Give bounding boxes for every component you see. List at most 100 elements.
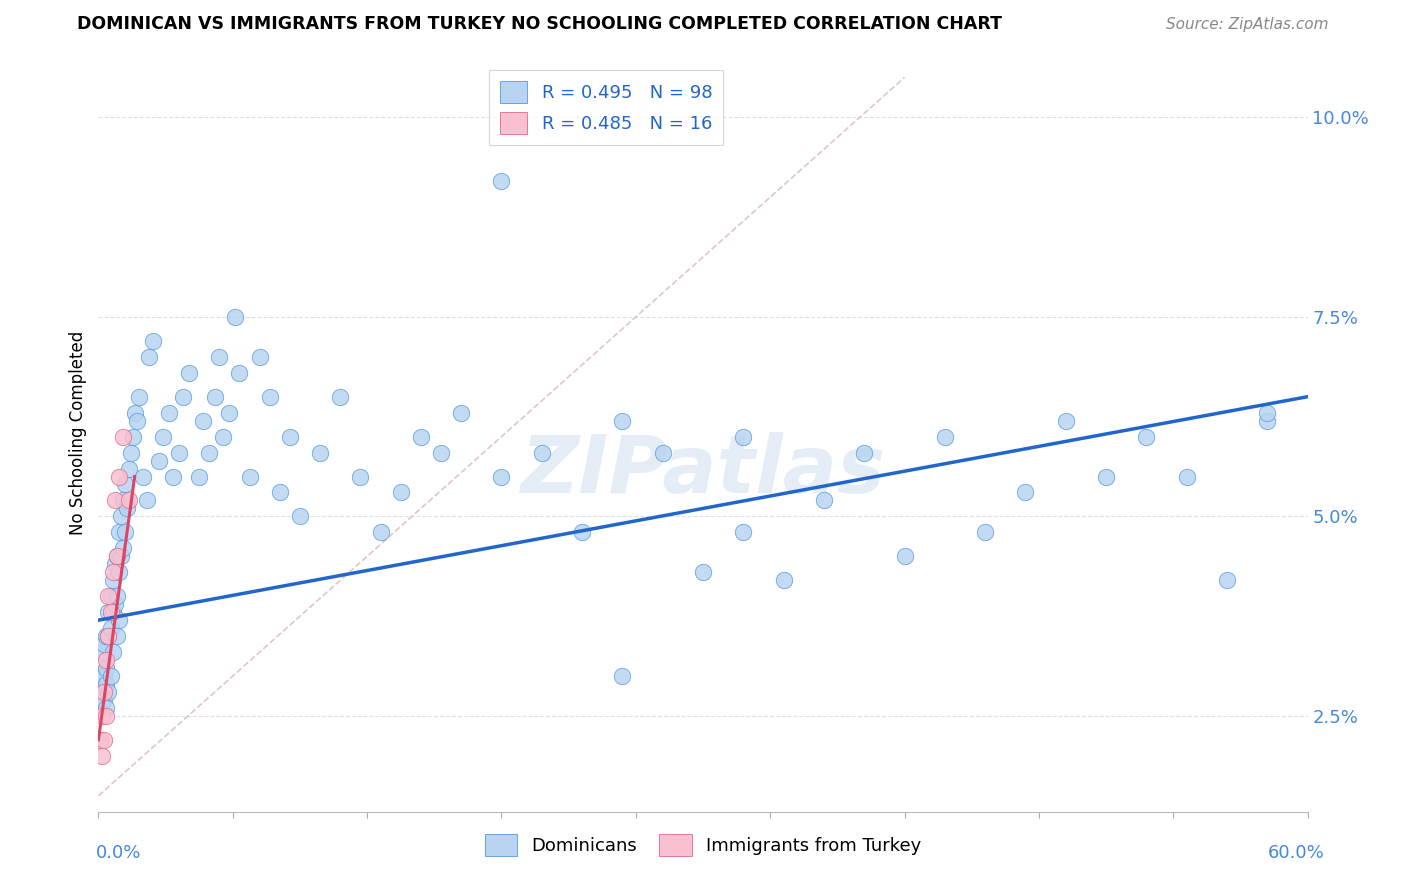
Point: [571, 525, 593, 540]
Point: [111, 493, 134, 508]
Point: [89, 732, 111, 747]
Point: [107, 566, 129, 580]
Point: [152, 429, 174, 443]
Point: [349, 469, 371, 483]
Point: [96, 653, 118, 667]
Point: [389, 485, 412, 500]
Point: [120, 445, 142, 459]
Point: [157, 406, 180, 420]
Point: [1095, 469, 1118, 483]
Point: [204, 390, 226, 404]
Point: [97, 605, 120, 619]
Point: [93, 669, 115, 683]
Point: [1175, 469, 1198, 483]
Point: [100, 621, 122, 635]
Point: [105, 549, 128, 564]
Point: [101, 605, 124, 619]
Legend: R = 0.495   N = 98, R = 0.485   N = 16: R = 0.495 N = 98, R = 0.485 N = 16: [489, 70, 723, 145]
Point: [309, 445, 332, 459]
Point: [934, 429, 956, 443]
Point: [491, 174, 513, 188]
Point: [142, 334, 165, 348]
Point: [269, 485, 291, 500]
Point: [813, 493, 835, 508]
Point: [612, 669, 634, 683]
Point: [96, 661, 118, 675]
Point: [772, 574, 794, 588]
Point: [107, 469, 129, 483]
Point: [114, 525, 136, 540]
Point: [692, 566, 714, 580]
Point: [430, 445, 453, 459]
Point: [105, 629, 128, 643]
Point: [278, 429, 301, 443]
Point: [167, 445, 190, 459]
Point: [110, 549, 132, 564]
Point: [733, 525, 755, 540]
Point: [288, 509, 311, 524]
Point: [100, 589, 122, 603]
Point: [96, 709, 118, 723]
Point: [208, 350, 231, 364]
Point: [193, 414, 215, 428]
Point: [162, 469, 184, 483]
Point: [110, 509, 132, 524]
Text: 0.0%: 0.0%: [96, 844, 141, 862]
Point: [1054, 414, 1077, 428]
Point: [124, 406, 146, 420]
Point: [612, 414, 634, 428]
Point: [239, 469, 262, 483]
Point: [97, 685, 120, 699]
Point: [103, 558, 125, 572]
Point: [491, 469, 513, 483]
Point: [101, 645, 124, 659]
Y-axis label: No Schooling Completed: No Schooling Completed: [69, 331, 87, 534]
Point: [103, 597, 125, 611]
Point: [1256, 414, 1278, 428]
Point: [100, 669, 122, 683]
Point: [93, 637, 115, 651]
Point: [1014, 485, 1036, 500]
Point: [224, 310, 246, 324]
Point: [97, 629, 120, 643]
Point: [107, 613, 129, 627]
Point: [114, 477, 136, 491]
Point: [100, 605, 122, 619]
Point: [450, 406, 472, 420]
Point: [97, 589, 120, 603]
Point: [96, 629, 118, 643]
Point: [91, 748, 114, 763]
Point: [107, 525, 129, 540]
Point: [96, 701, 118, 715]
Point: [91, 645, 114, 659]
Point: [125, 414, 148, 428]
Point: [135, 493, 157, 508]
Text: 60.0%: 60.0%: [1268, 844, 1324, 862]
Point: [111, 541, 134, 556]
Point: [128, 390, 150, 404]
Legend: Dominicans, Immigrants from Turkey: Dominicans, Immigrants from Turkey: [478, 827, 928, 863]
Point: [249, 350, 271, 364]
Point: [96, 677, 118, 691]
Point: [218, 406, 240, 420]
Point: [228, 366, 250, 380]
Point: [121, 429, 143, 443]
Point: [329, 390, 352, 404]
Point: [651, 445, 673, 459]
Point: [530, 445, 553, 459]
Point: [103, 493, 125, 508]
Point: [91, 709, 114, 723]
Text: DOMINICAN VS IMMIGRANTS FROM TURKEY NO SCHOOLING COMPLETED CORRELATION CHART: DOMINICAN VS IMMIGRANTS FROM TURKEY NO S…: [77, 15, 1002, 33]
Point: [93, 693, 115, 707]
Point: [93, 732, 115, 747]
Point: [853, 445, 876, 459]
Point: [118, 461, 141, 475]
Point: [974, 525, 997, 540]
Point: [105, 589, 128, 603]
Point: [198, 445, 221, 459]
Point: [138, 350, 160, 364]
Point: [893, 549, 915, 564]
Point: [188, 469, 211, 483]
Point: [148, 453, 170, 467]
Point: [1216, 574, 1239, 588]
